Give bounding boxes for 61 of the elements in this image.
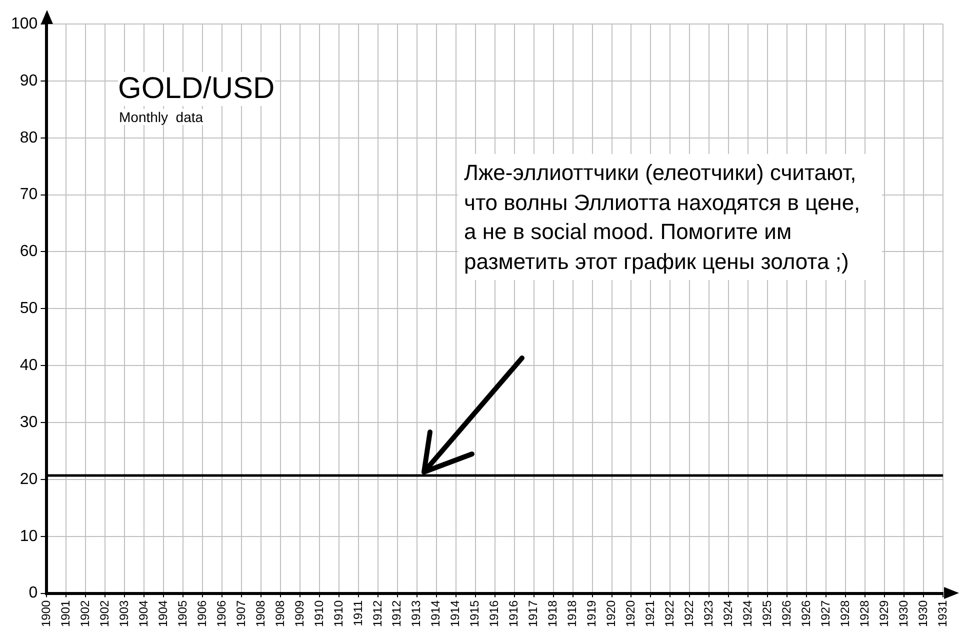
x-tick-label: 1902 bbox=[97, 600, 112, 628]
x-tick-label: 1920 bbox=[604, 600, 618, 628]
x-tick-label: 1926 bbox=[798, 600, 813, 628]
x-tick-label: 1912 bbox=[370, 600, 384, 628]
y-tick-label: 60 bbox=[20, 243, 38, 260]
x-tick-label: 1910 bbox=[312, 600, 326, 628]
x-tick-label: 1921 bbox=[643, 600, 658, 628]
x-tick-label: 1911 bbox=[350, 600, 365, 626]
x-tick-label: 1910 bbox=[331, 600, 346, 628]
x-tick-label: 1904 bbox=[156, 600, 170, 628]
x-tick-label: 1912 bbox=[390, 600, 404, 628]
x-tick-label: 1930 bbox=[896, 600, 910, 628]
x-tick-label: 1918 bbox=[546, 600, 560, 628]
x-tick-label: 1918 bbox=[565, 600, 580, 628]
y-tick-label: 100 bbox=[10, 15, 38, 32]
x-tick-label: 1925 bbox=[760, 600, 774, 628]
y-tick-label: 80 bbox=[20, 129, 38, 146]
y-tick-label: 40 bbox=[20, 356, 38, 374]
y-tick-label: 10 bbox=[20, 528, 38, 545]
y-tick-label: 90 bbox=[20, 72, 38, 90]
text: Monthly data bbox=[119, 109, 204, 125]
x-tick-label: 1915 bbox=[468, 600, 482, 628]
x-tick-label: 1914 bbox=[448, 600, 462, 628]
x-tick-label: 1908 bbox=[253, 600, 268, 628]
y-tick-label: 20 bbox=[20, 470, 38, 488]
x-tick-label: 1913 bbox=[409, 600, 424, 628]
text: GOLD/USD bbox=[118, 72, 275, 106]
x-tick-label: 1903 bbox=[116, 600, 131, 628]
x-tick-label: 1917 bbox=[526, 600, 540, 628]
x-tick-label: 1930 bbox=[916, 600, 930, 628]
x-tick-label: 1928 bbox=[857, 600, 872, 628]
x-tick-label: 1919 bbox=[584, 600, 599, 628]
x-tick-label: 1916 bbox=[506, 600, 521, 628]
y-tick-label: 50 bbox=[20, 300, 38, 318]
x-tick-label: 1906 bbox=[194, 600, 209, 628]
y-tick-label: 30 bbox=[20, 414, 38, 431]
x-tick-label: 1906 bbox=[214, 600, 228, 628]
x-tick-label: 1929 bbox=[876, 600, 891, 628]
x-tick-label: 1920 bbox=[624, 600, 638, 628]
x-tick-label: 1908 bbox=[272, 600, 287, 628]
annotation: Лже-эллиоттчики (елеотчики) считают, что волны Эллиотта находятся в цене, а не в social mood. Помогите им разметить этот график цены золота ;) bbox=[458, 154, 882, 280]
x-tick-label: 1901 bbox=[58, 600, 72, 628]
x-tick-label: 1916 bbox=[487, 600, 502, 628]
x-tick-label: 1922 bbox=[662, 600, 677, 628]
x-tick-label: 1926 bbox=[779, 600, 794, 628]
x-tick-label: 1909 bbox=[292, 600, 306, 628]
x-tick-label: 1931 bbox=[935, 600, 950, 628]
x-tick-label: 1924 bbox=[720, 600, 735, 628]
x-tick-label: 1923 bbox=[701, 600, 716, 628]
x-tick-label: 1927 bbox=[818, 600, 832, 628]
x-tick-label: 1922 bbox=[682, 600, 696, 628]
x-tick-label: 1928 bbox=[838, 600, 852, 628]
x-tick-label: 1905 bbox=[175, 600, 190, 628]
x-tick-label: 1900 bbox=[39, 600, 54, 628]
y-tick-label: 0 bbox=[28, 584, 38, 602]
x-tick-label: 1907 bbox=[234, 600, 248, 628]
x-tick-label: 1904 bbox=[136, 600, 150, 628]
x-tick-label: 1914 bbox=[428, 600, 443, 628]
y-tick-label: 70 bbox=[20, 186, 38, 204]
x-tick-label: 1924 bbox=[740, 600, 754, 628]
x-tick-label: 1902 bbox=[78, 600, 92, 628]
